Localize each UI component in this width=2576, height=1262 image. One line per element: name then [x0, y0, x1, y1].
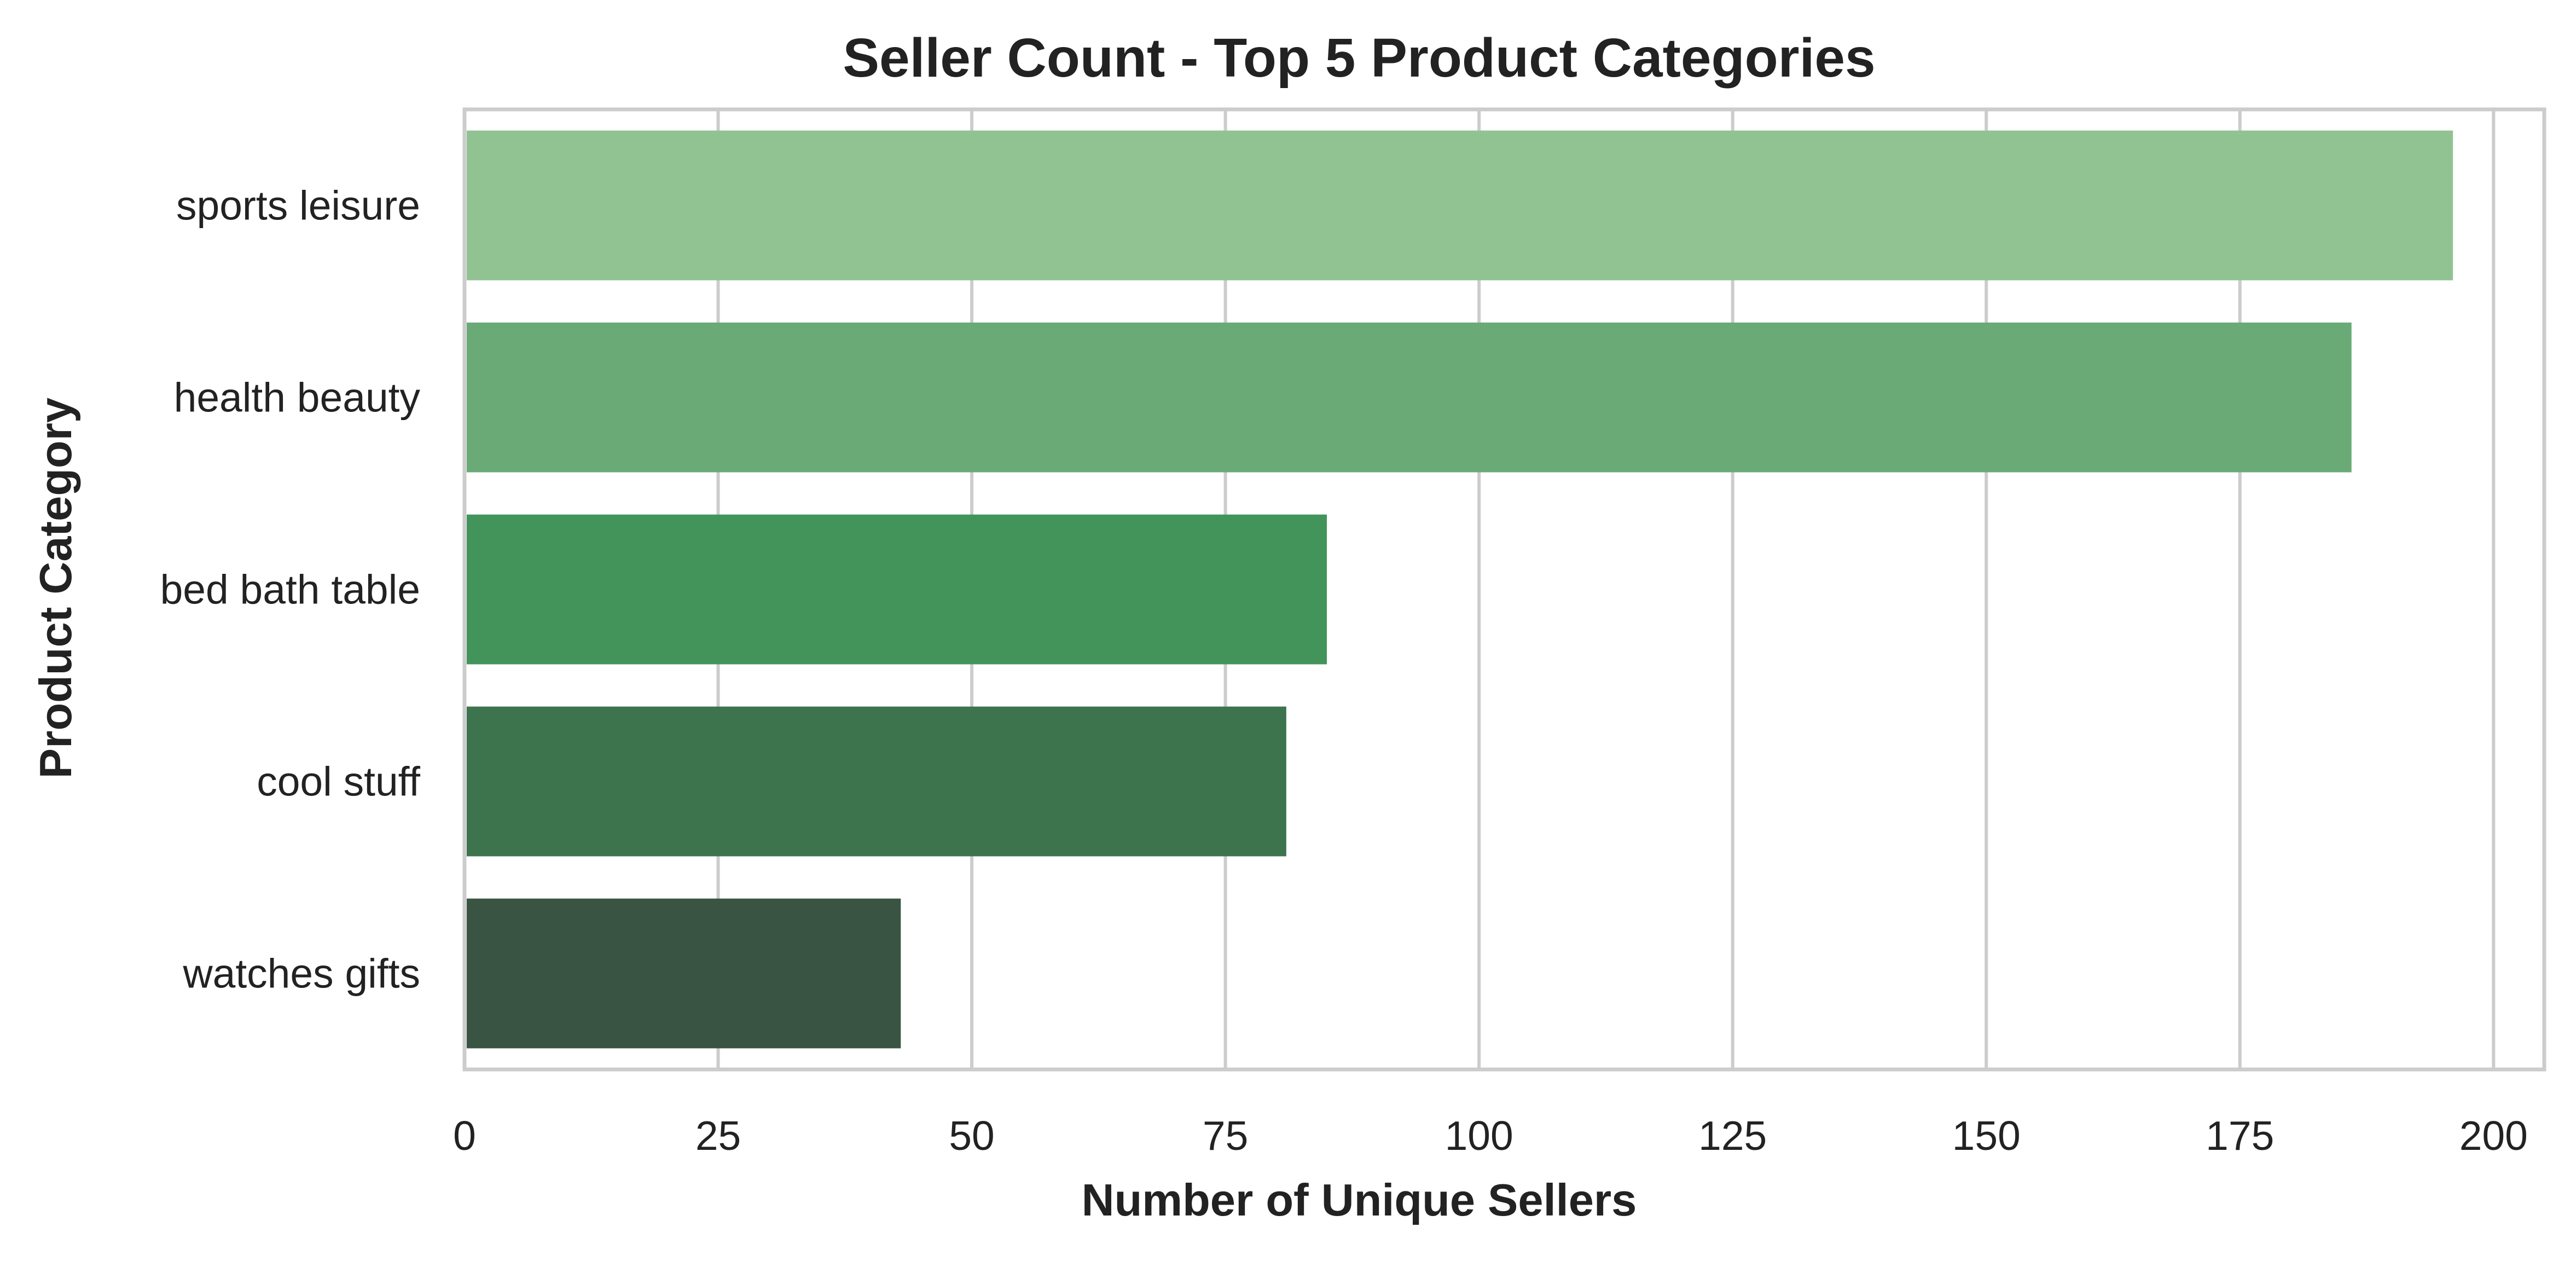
x-tick-label: 50 — [949, 1113, 994, 1159]
bar-health-beauty — [467, 322, 2352, 473]
x-tick-label: 75 — [1203, 1113, 1248, 1159]
x-tick-label: 175 — [2206, 1113, 2274, 1159]
bar-sports-leisure — [467, 130, 2453, 281]
y-axis-label: Product Category — [30, 398, 81, 778]
y-tick-label: health beauty — [174, 375, 421, 421]
y-tick-label: watches gifts — [182, 951, 420, 997]
y-tick-label: sports leisure — [176, 183, 420, 229]
y-tick-label: cool stuff — [257, 759, 420, 805]
bar-bed-bath-table — [467, 514, 1327, 665]
bar-cool-stuff — [467, 706, 1286, 857]
x-tick-label: 100 — [1445, 1113, 1513, 1159]
plot-frame — [462, 107, 2546, 1072]
y-tick-labels: sports leisure health beauty bed bath tabl… — [160, 183, 421, 997]
x-axis-label: Number of Unique Sellers — [1082, 1174, 1637, 1225]
x-tick-label: 125 — [1698, 1113, 1767, 1159]
x-tick-labels: 0 25 50 75 100 125 150 175 200 — [453, 1113, 2528, 1159]
bar-watches-gifts — [467, 898, 901, 1049]
x-tick-label: 25 — [695, 1113, 741, 1159]
x-tick-label: 0 — [453, 1113, 476, 1159]
y-tick-label: bed bath table — [160, 567, 420, 613]
bars — [467, 130, 2453, 1049]
x-tick-label: 150 — [1952, 1113, 2021, 1159]
chart-title: Seller Count - Top 5 Product Categories — [843, 27, 1875, 89]
x-tick-label: 200 — [2459, 1113, 2528, 1159]
